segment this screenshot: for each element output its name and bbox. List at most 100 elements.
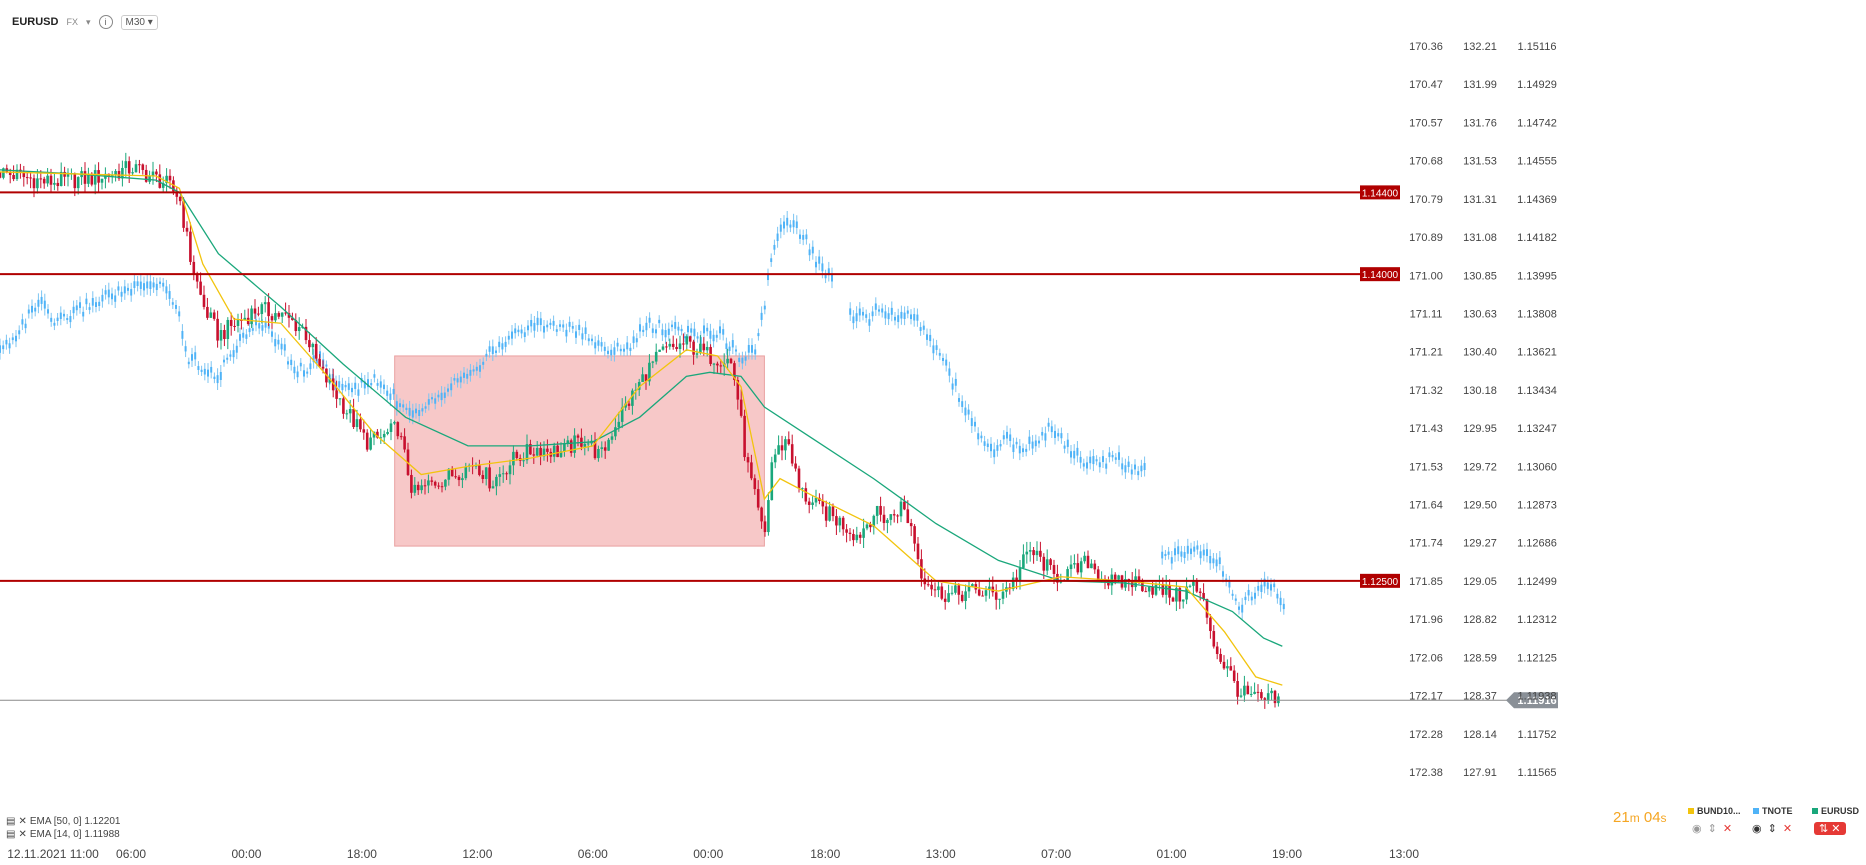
remove-indicator-icon[interactable]: ✕ xyxy=(18,829,27,840)
eye-icon[interactable]: ◉ xyxy=(1752,823,1762,835)
tnote-candle xyxy=(498,341,501,348)
tnote-candle xyxy=(520,329,523,334)
price-level-label: 1.12500 xyxy=(1362,577,1399,588)
eurusd-candle xyxy=(767,500,770,533)
eurusd-candle xyxy=(1117,575,1120,580)
indicator-ema50[interactable]: ▤ ✕ EMA [50, 0] 1.12201 xyxy=(6,816,120,827)
price-level-tag xyxy=(1360,573,1400,588)
eurusd-candle xyxy=(862,528,865,538)
eurusd-candle xyxy=(634,389,638,391)
tnote-candle xyxy=(1254,592,1256,599)
instrument-name: TNOTE xyxy=(1762,806,1793,816)
eurusd-candle xyxy=(1171,597,1175,602)
y-tick-label: 132.21 xyxy=(1463,41,1497,53)
eurusd-candle xyxy=(960,594,964,601)
eurusd-candle xyxy=(478,465,481,475)
close-icon[interactable]: ✕ xyxy=(1782,823,1793,835)
tnote-candle xyxy=(1167,551,1170,555)
chevron-down-icon[interactable]: ▾ xyxy=(85,16,91,27)
tnote-candle xyxy=(456,378,459,383)
reorder-icon[interactable]: ⇕ xyxy=(1707,823,1717,835)
eurusd-candle xyxy=(760,507,763,522)
eye-icon[interactable]: ◉ xyxy=(1692,823,1702,835)
remove-indicator-icon[interactable]: ✕ xyxy=(18,816,27,827)
close-icon[interactable]: ✕ xyxy=(1722,823,1733,835)
tnote-candle xyxy=(770,258,773,262)
eurusd-candle xyxy=(338,398,342,400)
instrument-eurusd[interactable]: EURUSD xyxy=(1812,806,1859,816)
eurusd-candle xyxy=(1249,693,1253,695)
timer-minutes-unit: m xyxy=(1629,811,1640,825)
tnote-candle xyxy=(27,309,30,314)
tnote-candle xyxy=(424,406,427,409)
remove-series-button[interactable]: ⇅ ✕ xyxy=(1814,822,1846,835)
eurusd-candle xyxy=(552,445,556,457)
y-tick-label: 1.13434 xyxy=(1517,385,1557,397)
tnote-candle xyxy=(418,409,421,417)
eurusd-candle xyxy=(1273,690,1277,704)
tnote-candle xyxy=(964,407,967,416)
tnote-candle xyxy=(507,335,510,340)
eurusd-candle xyxy=(161,183,165,188)
tnote-candle xyxy=(884,311,887,319)
indicator-ema14[interactable]: ▤ ✕ EMA [14, 0] 1.11988 xyxy=(6,829,120,840)
x-tick-label: 18:00 xyxy=(347,847,377,861)
tnote-candle xyxy=(523,332,526,337)
eurusd-candle xyxy=(1222,661,1226,669)
tnote-candle xyxy=(1231,593,1234,596)
instrument-bund[interactable]: BUND10... xyxy=(1688,806,1741,816)
reorder-icon[interactable]: ⇕ xyxy=(1767,823,1777,835)
indicator-settings-icon[interactable]: ▤ xyxy=(6,829,16,840)
eurusd-candle xyxy=(1212,631,1216,647)
tnote-candle xyxy=(958,398,960,402)
eurusd-candle xyxy=(403,436,406,450)
info-icon[interactable]: i xyxy=(98,15,113,29)
eurusd-candle xyxy=(134,164,138,173)
symbol-label[interactable]: EURUSD xyxy=(12,16,59,28)
tnote-candle xyxy=(862,311,864,316)
tnote-candle xyxy=(942,357,944,361)
tnote-candle xyxy=(865,314,868,318)
tnote-candle xyxy=(735,349,737,352)
eurusd-candle xyxy=(39,178,43,180)
indicator-settings-icon[interactable]: ▤ xyxy=(6,816,16,827)
instrument-tnote[interactable]: TNOTE xyxy=(1753,806,1793,816)
tnote-candle xyxy=(315,359,318,364)
eurusd-candle xyxy=(1073,563,1076,565)
tnote-candle xyxy=(1164,553,1167,557)
eurusd-candle xyxy=(464,466,468,479)
eurusd-candle xyxy=(12,175,15,180)
eurusd-candle xyxy=(100,178,104,183)
eurusd-candle xyxy=(733,363,736,381)
tnote-candle xyxy=(171,302,174,305)
tnote-candle xyxy=(600,342,603,347)
tnote-candle xyxy=(868,319,871,326)
eurusd-candle xyxy=(1195,581,1199,592)
timeframe-select[interactable]: M30 ▾ xyxy=(120,14,158,30)
tnote-candle xyxy=(34,307,37,312)
tnote-candle xyxy=(578,324,581,330)
eurusd-candle xyxy=(967,586,971,592)
eurusd-candle xyxy=(444,479,447,487)
eurusd-candle xyxy=(1039,550,1042,557)
eurusd-candle xyxy=(1151,586,1154,595)
x-tick-label: 00:00 xyxy=(231,847,261,861)
tnote-candle xyxy=(296,371,299,378)
eurusd-candle xyxy=(240,320,243,322)
eurusd-candle xyxy=(838,517,842,526)
tnote-candle xyxy=(5,339,8,345)
tnote-candle xyxy=(906,310,909,314)
eurusd-candle xyxy=(644,374,648,382)
eurusd-candle xyxy=(573,435,576,453)
plot-area[interactable]: 1.14400 1.14000 1.12500 1.11916 xyxy=(0,152,1558,709)
eurusd-candle xyxy=(627,403,631,406)
eurusd-candle xyxy=(141,164,145,170)
tnote-candle xyxy=(488,346,491,352)
eurusd-candle xyxy=(835,516,838,526)
tnote-candle xyxy=(852,316,855,324)
x-tick-label: 19:00 xyxy=(1272,847,1302,861)
y-tick-label: 131.99 xyxy=(1463,79,1497,91)
eurusd-candle xyxy=(872,515,876,528)
y-tick-label: 128.59 xyxy=(1463,652,1497,664)
